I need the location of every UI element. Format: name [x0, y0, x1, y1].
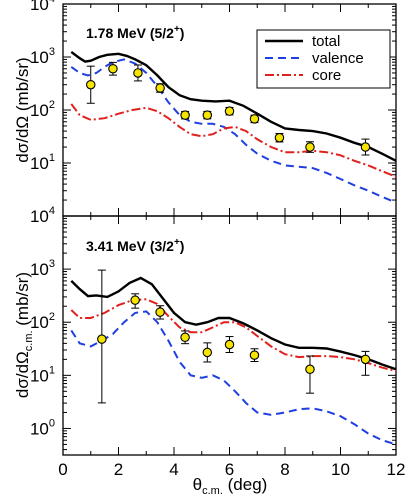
y-tick-label: 103	[30, 46, 55, 67]
data-point	[360, 354, 371, 365]
data-point	[202, 110, 213, 120]
data-point	[155, 83, 165, 93]
bottom-curves	[70, 276, 397, 446]
x-tick-label: 10	[331, 460, 350, 479]
y-tick-label: 100	[30, 417, 55, 438]
y-tick-label: 102	[30, 311, 55, 332]
bottom-y-axis-title: dσ/dΩc.m. (mb/sr)	[13, 272, 35, 398]
top-markers	[86, 61, 371, 156]
core-curve	[70, 298, 397, 373]
top-curves	[70, 50, 397, 204]
top-y-axis-title: dσ/dΩ (mb/sr)	[13, 57, 32, 162]
svg-text:θc.m. (deg): θc.m. (deg)	[193, 475, 268, 497]
x-tick-label: 8	[280, 460, 289, 479]
data-point	[86, 79, 96, 90]
x-tick-label: 12	[387, 460, 406, 479]
data-point	[155, 307, 165, 317]
top-panel: 101 102 103 104 1.78 MeV (5/2+) dσ/dΩ (mb/s…	[13, 0, 397, 217]
svg-text:dσ/dΩc.m. (mb/sr): dσ/dΩc.m. (mb/sr)	[13, 272, 35, 398]
y-tick-label: 103	[30, 258, 55, 279]
x-axis-title: θc.m. (deg)	[193, 475, 268, 497]
data-point	[130, 295, 140, 305]
legend-label-core: core	[312, 67, 341, 84]
x-tick-label: 2	[114, 460, 123, 479]
total-curve	[70, 276, 397, 371]
bottom-panel: 0 2 4 6 8 10 12 100 101 102 103 104 3.41 MeV (3/2+)…	[13, 205, 405, 479]
data-point	[97, 334, 107, 344]
x-tick-label: 0	[58, 460, 67, 479]
data-point	[305, 364, 315, 375]
y-tick-label: 104	[30, 0, 55, 14]
bottom-markers	[97, 269, 371, 404]
data-point	[249, 350, 260, 360]
data-point	[249, 114, 260, 124]
x-tick-label: 6	[225, 460, 234, 479]
valence-curve	[70, 58, 397, 204]
y-tick-label: 102	[30, 99, 55, 120]
bottom-ticks: 0 2 4 6 8 10 12 100 101 102 103 104	[30, 205, 406, 479]
y-tick-label: 101	[30, 364, 55, 385]
data-point	[180, 332, 190, 343]
data-point	[108, 64, 118, 74]
top-ticks: 101 102 103 104	[30, 0, 397, 217]
data-point	[274, 132, 285, 143]
data-point	[133, 68, 143, 78]
x-tick-label: 4	[169, 460, 178, 479]
data-point	[224, 339, 235, 350]
data-point	[224, 106, 235, 116]
svg-text:dσ/dΩ (mb/sr): dσ/dΩ (mb/sr)	[13, 57, 32, 162]
data-point	[360, 142, 371, 152]
data-point	[202, 347, 213, 358]
core-curve	[70, 103, 397, 178]
data-point	[305, 142, 315, 152]
total-curve	[70, 50, 397, 162]
y-tick-label: 104	[30, 205, 55, 226]
bottom-panel-title: 3.41 MeV (3/2+)	[86, 237, 184, 254]
legend-label-total: total	[312, 33, 340, 50]
legend-label-valence: valence	[312, 50, 364, 67]
valence-curve	[70, 310, 397, 446]
y-tick-label: 101	[30, 152, 55, 173]
top-panel-title: 1.78 MeV (5/2+)	[86, 24, 184, 41]
legend-box	[256, 29, 391, 89]
data-point	[180, 110, 190, 120]
